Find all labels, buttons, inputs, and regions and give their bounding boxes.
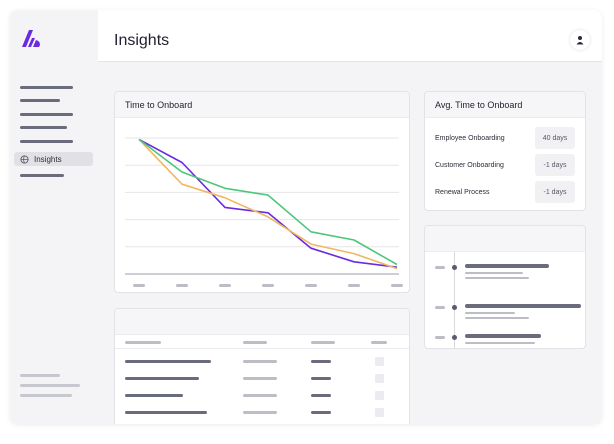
- timeline-marker: [435, 336, 445, 339]
- table-header-cell: [311, 341, 335, 344]
- table-cell: [125, 394, 183, 397]
- timeline-item-line: [465, 272, 523, 274]
- brand-logo-icon[interactable]: [20, 28, 42, 48]
- avg-row-name: Customer Onboarding: [435, 161, 504, 169]
- sidebar-item-5[interactable]: [20, 140, 73, 143]
- sidebar-item-1[interactable]: [20, 86, 73, 89]
- timeline-dot: [452, 305, 457, 310]
- user-icon: [576, 36, 584, 45]
- table-cell: [243, 411, 277, 414]
- timeline-item-line: [465, 317, 529, 319]
- avg-row-value: -1 days: [535, 154, 575, 176]
- timeline-item-line: [465, 277, 529, 279]
- avg-row-value: -1 days: [535, 181, 575, 203]
- avg-row-value: 40 days: [535, 127, 575, 149]
- x-tick-label: [305, 284, 317, 287]
- x-tick-label: [391, 284, 403, 287]
- card-title: Avg. Time to Onboard: [425, 92, 585, 118]
- table-header-cell: [243, 341, 267, 344]
- timeline-line: [454, 252, 455, 348]
- row-checkbox[interactable]: [375, 374, 384, 383]
- table-cell: [243, 394, 277, 397]
- card-header-placeholder: [425, 226, 585, 252]
- table-header-cell: [125, 341, 161, 344]
- sidebar-item-label: Insights: [34, 154, 62, 164]
- avatar[interactable]: [570, 30, 590, 50]
- row-checkbox[interactable]: [375, 357, 384, 366]
- x-tick-label: [176, 284, 188, 287]
- series-line-1: [138, 138, 398, 268]
- timeline-item-title[interactable]: [465, 304, 581, 308]
- app-window: Insights Insights Time to Onboard Avg. T…: [10, 10, 602, 424]
- avg-row-customer[interactable]: Customer Onboarding -1 days: [435, 154, 575, 176]
- card-header-placeholder: [115, 309, 409, 335]
- x-tick-label: [219, 284, 231, 287]
- page-title: Insights: [114, 32, 170, 49]
- timeline-item-line: [465, 312, 515, 314]
- page-header: Insights: [98, 10, 602, 62]
- series-line-2: [138, 138, 398, 270]
- sidebar-item-7[interactable]: [20, 174, 64, 177]
- timeline-marker: [435, 266, 445, 269]
- row-checkbox[interactable]: [375, 391, 384, 400]
- table-cell: [125, 360, 211, 363]
- table-cell: [125, 411, 207, 414]
- table-cell: [311, 377, 331, 380]
- timeline-item-line: [465, 342, 535, 344]
- main-content: Insights Time to Onboard Avg. Time to On…: [98, 10, 602, 424]
- table-cell: [243, 360, 277, 363]
- data-table-card: [114, 308, 410, 424]
- table-cell: [311, 411, 331, 414]
- timeline-dot: [452, 335, 457, 340]
- sidebar: Insights: [10, 10, 98, 424]
- sidebar-item-3[interactable]: [20, 113, 73, 116]
- table-header-row: [115, 335, 409, 349]
- avg-time-card: Avg. Time to Onboard Employee Onboarding…: [424, 91, 586, 211]
- table-cell: [243, 377, 277, 380]
- sidebar-footer-line: [20, 394, 72, 397]
- series-line-3: [138, 138, 398, 266]
- sidebar-footer-line: [20, 384, 80, 387]
- avg-row-name: Renewal Process: [435, 188, 490, 196]
- table-cell: [125, 377, 199, 380]
- x-tick-label: [133, 284, 145, 287]
- x-tick-label: [262, 284, 274, 287]
- table-header-cell: [371, 341, 387, 344]
- x-tick-label: [348, 284, 360, 287]
- row-checkbox[interactable]: [375, 408, 384, 417]
- globe-icon: [20, 154, 29, 164]
- time-to-onboard-chart: [125, 137, 403, 287]
- card-title: Time to Onboard: [115, 92, 409, 118]
- avg-row-renewal[interactable]: Renewal Process -1 days: [435, 181, 575, 203]
- timeline-item-title[interactable]: [465, 334, 541, 338]
- sidebar-item-4[interactable]: [20, 126, 67, 129]
- time-to-onboard-card: Time to Onboard: [114, 91, 410, 293]
- table-cell: [311, 394, 331, 397]
- avg-row-employee[interactable]: Employee Onboarding 40 days: [435, 127, 575, 149]
- avg-row-name: Employee Onboarding: [435, 134, 505, 142]
- sidebar-item-2[interactable]: [20, 99, 60, 102]
- timeline-dot: [452, 265, 457, 270]
- sidebar-item-insights[interactable]: Insights: [14, 152, 93, 166]
- timeline-item-title[interactable]: [465, 264, 549, 268]
- sidebar-footer-line: [20, 374, 60, 377]
- timeline-card: [424, 225, 586, 349]
- timeline-marker: [435, 306, 445, 309]
- table-cell: [311, 360, 331, 363]
